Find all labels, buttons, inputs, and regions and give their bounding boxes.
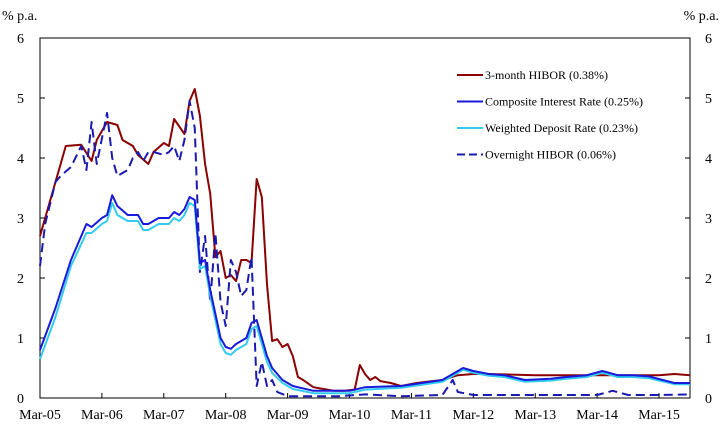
x-tick-label: Mar-07 <box>143 408 185 423</box>
x-axis: Mar-05 Mar-06 Mar-07 Mar-08 Mar-09 Mar-10 Mar-… <box>19 393 680 423</box>
series-line-2 <box>39 202 690 395</box>
legend-label-2: Weighted Deposit Rate (0.23%) <box>485 121 638 135</box>
x-tick-label: Mar-12 <box>452 408 494 423</box>
left-y-tick-label: 4 <box>17 152 24 167</box>
right-y-tick-label: 1 <box>705 332 712 347</box>
right-y-tick-label: 0 <box>705 392 712 407</box>
left-y-tick-label: 2 <box>17 272 24 287</box>
series-lines <box>39 88 691 398</box>
legend-label-0: 3-month HIBOR (0.38%) <box>485 68 608 82</box>
right-y-tick-label: 6 <box>705 32 712 47</box>
left-y-axis: 0 1 2 3 4 5 6 <box>17 32 45 407</box>
x-tick-label: Mar-11 <box>391 408 432 423</box>
x-tick-label: Mar-08 <box>205 408 247 423</box>
x-tick-label: Mar-15 <box>638 408 680 423</box>
series-line-1 <box>39 194 690 392</box>
x-tick-label: Mar-14 <box>576 408 618 423</box>
right-y-tick-label: 4 <box>705 152 712 167</box>
series-line-3 <box>39 100 691 398</box>
left-y-tick-label: 0 <box>17 392 24 407</box>
x-tick-label: Mar-05 <box>19 408 61 423</box>
right-y-tick-label: 3 <box>705 212 712 227</box>
left-y-tick-label: 5 <box>17 92 24 107</box>
x-tick-label: Mar-09 <box>267 408 309 423</box>
legend: 3-month HIBOR (0.38%) Composite Interest … <box>457 68 643 162</box>
plot-frame <box>39 37 691 399</box>
legend-label-3: Overnight HIBOR (0.06%) <box>485 148 616 162</box>
legend-label-1: Composite Interest Rate (0.25%) <box>485 95 643 109</box>
right-y-tick-label: 2 <box>705 272 712 287</box>
right-y-unit-label: % p.a. <box>684 9 719 24</box>
x-tick-label: Mar-10 <box>329 408 371 423</box>
left-y-unit-label: % p.a. <box>2 9 37 24</box>
right-y-axis: 0 1 2 3 4 5 6 <box>685 32 712 407</box>
x-tick-label: Mar-06 <box>81 408 123 423</box>
right-y-tick-label: 5 <box>705 92 712 107</box>
left-y-tick-label: 6 <box>17 32 24 47</box>
x-tick-label: Mar-13 <box>514 408 556 423</box>
left-y-tick-label: 1 <box>17 332 24 347</box>
left-y-tick-label: 3 <box>17 212 24 227</box>
